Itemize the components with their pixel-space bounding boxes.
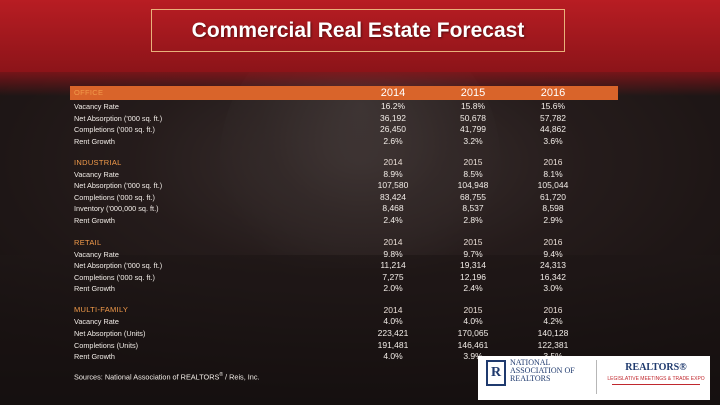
table-cell: 11,214 bbox=[380, 260, 406, 270]
table-cell: 83,424 bbox=[380, 192, 406, 202]
section-label-office: OFFICE bbox=[74, 88, 104, 97]
header-bar bbox=[70, 86, 618, 100]
table-cell: 223,421 bbox=[377, 328, 409, 338]
year-header: 2015 bbox=[463, 305, 483, 315]
row-label: Completions ('000 sq. ft.) bbox=[74, 193, 155, 202]
year-header: 2014 bbox=[383, 157, 403, 167]
year-header: 2015 bbox=[463, 157, 483, 167]
table-cell: 12,196 bbox=[460, 272, 486, 282]
row-label: Net Absorption ('000 sq. ft.) bbox=[74, 181, 163, 190]
table-cell: 19,314 bbox=[460, 260, 486, 270]
table-cell: 16,342 bbox=[540, 272, 566, 282]
row-label: Rent Growth bbox=[74, 216, 115, 225]
year-header: 2014 bbox=[380, 87, 406, 99]
row-label: Net Absorption ('000 sq. ft.) bbox=[74, 261, 163, 270]
section-label-retail: RETAIL bbox=[74, 238, 102, 247]
table-cell: 3.9% bbox=[463, 351, 483, 361]
table-cell: 122,381 bbox=[537, 340, 569, 350]
table-cell: 7,275 bbox=[382, 272, 404, 282]
row-label: Rent Growth bbox=[74, 137, 115, 146]
row-label: Completions ('000 sq. ft.) bbox=[74, 273, 155, 282]
table-cell: 8,537 bbox=[462, 203, 484, 213]
table-cell: 4.0% bbox=[383, 351, 403, 361]
row-label: Net Absorption ('000 sq. ft.) bbox=[74, 114, 163, 123]
row-label: Rent Growth bbox=[74, 284, 115, 293]
table-cell: 8.1% bbox=[543, 169, 563, 179]
table-cell: 15.8% bbox=[460, 101, 486, 111]
table-cell: 41,799 bbox=[460, 124, 486, 134]
table-cell: 4.0% bbox=[463, 316, 483, 326]
table-cell: 9.4% bbox=[543, 249, 563, 259]
table-cell: 3.0% bbox=[543, 283, 563, 293]
year-header: 2016 bbox=[543, 237, 563, 247]
table-cell: 26,450 bbox=[380, 124, 406, 134]
table-cell: 2.6% bbox=[383, 136, 403, 146]
section-label-multi-family: MULTI-FAMILY bbox=[74, 305, 129, 314]
title-banner bbox=[0, 0, 720, 72]
table-cell: 146,461 bbox=[457, 340, 489, 350]
logo-divider bbox=[596, 360, 597, 394]
row-label: Rent Growth bbox=[74, 352, 115, 361]
year-header: 2016 bbox=[543, 305, 563, 315]
sponsor-logos bbox=[478, 356, 710, 400]
nar-logo-icon: R bbox=[486, 360, 506, 386]
title-frame: Commercial Real Estate Forecast bbox=[151, 9, 565, 52]
table-cell: 44,862 bbox=[540, 124, 566, 134]
table-cell: 105,044 bbox=[537, 180, 569, 190]
table-cell: 50,678 bbox=[460, 113, 486, 123]
table-cell: 104,948 bbox=[457, 180, 489, 190]
source-note: Sources: National Association of REALTOR… bbox=[74, 372, 260, 382]
year-header: 2016 bbox=[543, 157, 563, 167]
table-cell: 57,782 bbox=[540, 113, 566, 123]
table-cell: 9.7% bbox=[463, 249, 483, 259]
table-cell: 4.0% bbox=[383, 316, 403, 326]
row-label: Vacancy Rate bbox=[74, 170, 119, 179]
row-label: Vacancy Rate bbox=[74, 317, 119, 326]
row-label: Vacancy Rate bbox=[74, 102, 119, 111]
table-cell: 2.4% bbox=[463, 283, 483, 293]
table-cell: 24,313 bbox=[540, 260, 566, 270]
table-cell: 2.9% bbox=[543, 215, 563, 225]
table-cell: 140,128 bbox=[537, 328, 569, 338]
table-cell: 8.5% bbox=[463, 169, 483, 179]
year-header: 2015 bbox=[463, 237, 483, 247]
table-cell: 191,481 bbox=[377, 340, 409, 350]
table-cell: 4.2% bbox=[543, 316, 563, 326]
table-cell: 3.6% bbox=[543, 136, 563, 146]
table-cell: 9.8% bbox=[383, 249, 403, 259]
realtors-logo-rule bbox=[612, 384, 700, 385]
table-cell: 36,192 bbox=[380, 113, 406, 123]
section-label-industrial: INDUSTRIAL bbox=[74, 158, 122, 167]
table-cell: 15.6% bbox=[540, 101, 566, 111]
table-cell: 8.9% bbox=[383, 169, 403, 179]
year-header: 2015 bbox=[460, 87, 486, 99]
row-label: Inventory ('000,000 sq. ft.) bbox=[74, 204, 159, 213]
row-label: Net Absorption (Units) bbox=[74, 329, 146, 338]
table-cell: 107,580 bbox=[377, 180, 409, 190]
year-header: 2014 bbox=[383, 237, 403, 247]
row-label: Vacancy Rate bbox=[74, 250, 119, 259]
table-cell: 2.0% bbox=[383, 283, 403, 293]
nar-logo-text: National Association of Realtors bbox=[510, 358, 575, 383]
table-cell: 3.2% bbox=[463, 136, 483, 146]
slide-title: Commercial Real Estate Forecast bbox=[191, 18, 525, 42]
table-cell: 16.2% bbox=[380, 101, 406, 111]
table-cell: 170,065 bbox=[457, 328, 489, 338]
row-label: Completions ('000 sq. ft.) bbox=[74, 125, 155, 134]
table-cell: 2.4% bbox=[383, 215, 403, 225]
table-cell: 61,720 bbox=[540, 192, 566, 202]
realtors-logo: REALTORS® bbox=[625, 362, 687, 373]
year-header: 2016 bbox=[540, 87, 566, 99]
realtors-event-label: LEGISLATIVE MEETINGS & TRADE EXPO bbox=[607, 376, 705, 382]
table-cell: 2.8% bbox=[463, 215, 483, 225]
year-header: 2014 bbox=[383, 305, 403, 315]
row-label: Completions (Units) bbox=[74, 341, 139, 350]
table-cell: 8,468 bbox=[382, 203, 404, 213]
table-cell: 68,755 bbox=[460, 192, 486, 202]
table-cell: 8,598 bbox=[542, 203, 564, 213]
